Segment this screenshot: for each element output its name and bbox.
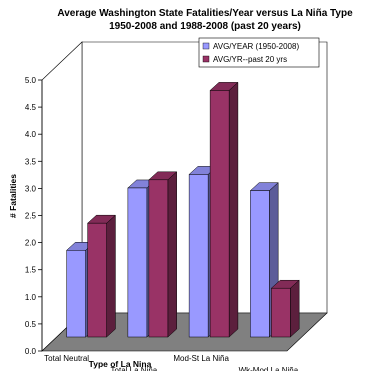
legend: AVG/YEAR (1950-2008) AVG/YR--past 20 yrs: [198, 37, 320, 68]
x-tick-label: Wk-Mod La Niña: [239, 366, 299, 371]
bar: [209, 90, 230, 338]
y-tick-label: 4.5: [25, 103, 37, 112]
legend-swatch-2: [202, 55, 210, 63]
chart-subtitle: 1950-2008 and 1988-2008 (past 20 years): [109, 21, 301, 32]
chart-title: Average Washington State Fatalities/Year…: [57, 8, 353, 19]
y-tick-label: 1.5: [25, 266, 37, 275]
y-tick-label: 3.5: [25, 157, 37, 166]
legend-swatch-1: [202, 42, 210, 50]
bar: [66, 250, 86, 338]
bar: [127, 187, 148, 338]
y-tick-label: 5.0: [25, 76, 37, 85]
y-axis-label: # Fatalities: [8, 174, 18, 218]
bar-side: [290, 279, 300, 338]
y-tick-label: 4.0: [25, 130, 37, 139]
bar: [87, 222, 107, 338]
legend-entry-2: AVG/YR--past 20 yrs: [213, 55, 287, 64]
x-tick-label: Total Neutral: [44, 354, 89, 363]
x-tick-label: Total La Niña: [111, 366, 158, 371]
legend-entry-1: AVG/YEAR (1950-2008): [213, 42, 299, 51]
bar: [250, 190, 270, 338]
y-tick-label: 2.0: [25, 239, 37, 248]
x-tick-label: Mod-St La Niña: [173, 354, 229, 363]
plot-area: 0.0 0.5 1.0 1.5 2.0 2.5 3.0 3.5 4.0 4.5 5.0 Total N…: [25, 41, 328, 371]
legend-box: [198, 37, 320, 68]
y-tick-label: 2.5: [25, 212, 37, 221]
bar-side: [106, 214, 116, 338]
y-tick-label: 3.0: [25, 184, 37, 193]
y-tick-label: 0.0: [25, 347, 37, 356]
y-tick-label: 0.5: [25, 320, 37, 329]
bar-side: [167, 171, 177, 338]
bar: [188, 174, 209, 338]
bar: [271, 287, 291, 338]
y-tick-label: 1.0: [25, 293, 37, 302]
bar-side: [228, 81, 239, 338]
x-axis-label: Type of La Nina: [89, 359, 152, 369]
bar: [148, 179, 169, 338]
